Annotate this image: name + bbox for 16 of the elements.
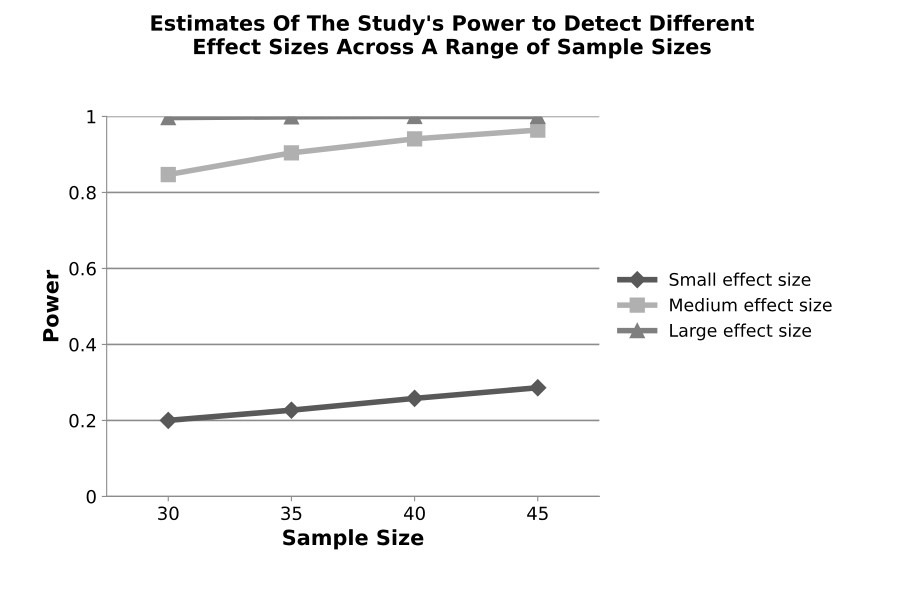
x-tick-label: 40: [404, 506, 425, 520]
y-tick-label: 0.4: [69, 338, 96, 352]
chart-title: Estimates Of The Study's Power to Detect Different Effect Sizes Across A Range of Sample Sizes: [151, 14, 754, 59]
x-tick-label: 45: [527, 506, 548, 520]
y-tick-label: 0.8: [69, 186, 96, 200]
x-tick-label: 35: [281, 506, 302, 520]
y-tick-label: 1: [87, 110, 96, 124]
legend-label: Large effect size: [670, 324, 812, 340]
x-tick-label: 30: [158, 506, 179, 520]
legend-label: Medium effect size: [670, 298, 832, 312]
y-tick-label: 0.6: [69, 262, 96, 276]
y-axis-title: Power: [43, 270, 59, 342]
legend-label: Small effect size: [670, 272, 810, 286]
y-tick-label: 0.2: [69, 414, 96, 428]
y-tick-label: 0: [86, 490, 96, 504]
x-axis-title: Sample Size: [283, 529, 424, 550]
